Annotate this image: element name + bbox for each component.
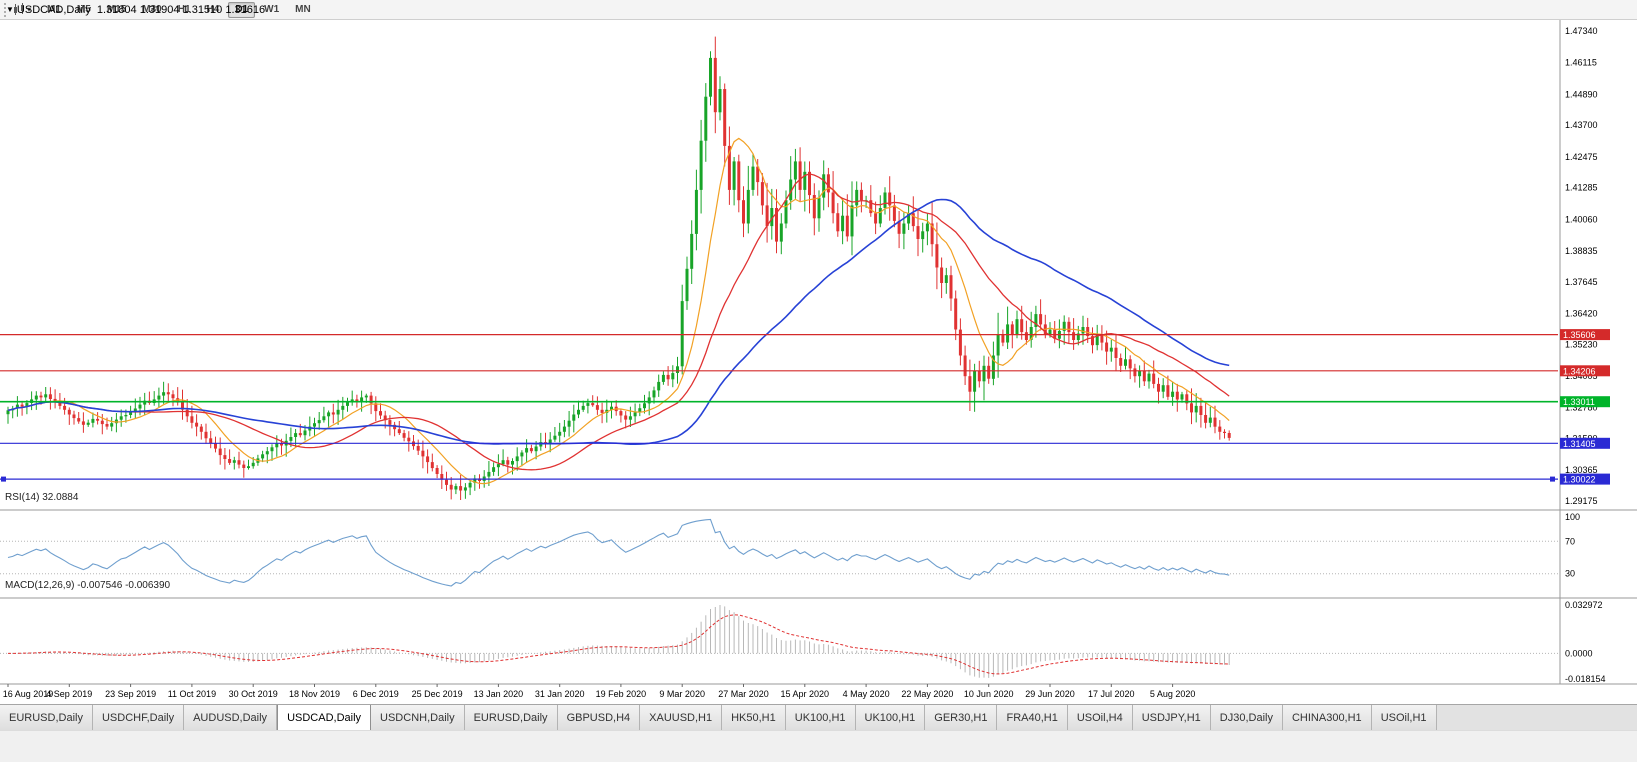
date-axis-label: 9 Mar 2020	[659, 689, 705, 699]
chart-tab-usdcnh-daily-4[interactable]: USDCNH,Daily	[371, 705, 465, 730]
date-axis-label: 27 Mar 2020	[718, 689, 769, 699]
macd-signal-line	[8, 614, 1230, 675]
rsi-axis-label: 100	[1565, 512, 1580, 522]
chart-tab-eurusd-daily-5[interactable]: EURUSD,Daily	[464, 705, 558, 730]
chart-window-button[interactable]: ▾	[13, 3, 31, 16]
price-tag-1.35606: 1.35606	[1560, 329, 1610, 341]
date-axis-label: 11 Oct 2019	[168, 689, 216, 699]
chevron-down-icon: ▾	[27, 5, 32, 14]
date-axis-label: 30 Oct 2019	[229, 689, 278, 699]
timeframe-button-m15[interactable]: M15	[106, 3, 127, 15]
svg-text:1.30022: 1.30022	[1563, 475, 1596, 485]
date-axis-label: 6 Dec 2019	[353, 689, 399, 699]
toolbar-grip[interactable]	[4, 2, 9, 17]
chart-canvas[interactable]: 1.47340 1.46115 1.44890 1.43700 1.42475 1.412…	[0, 20, 1637, 704]
timeframe-button-h1[interactable]: H1	[177, 3, 191, 15]
timeframe-button-d1[interactable]: D1	[228, 1, 256, 18]
chart-area[interactable]: 1.47340 1.46115 1.44890 1.43700 1.42475 1.412…	[0, 20, 1637, 704]
date-axis-label: 18 Nov 2019	[289, 689, 340, 699]
price-axis-label: 1.32780	[1565, 403, 1598, 413]
timeframe-button-h4[interactable]: H4	[206, 3, 220, 15]
chart-tab-hk50-h1-8[interactable]: HK50,H1	[722, 705, 786, 730]
macd-axis-label: -0.018154	[1565, 674, 1606, 684]
macd-axis-label: 0.0000	[1565, 648, 1593, 658]
date-axis-label: 17 Jul 2020	[1088, 689, 1135, 699]
price-tag-1.34206: 1.34206	[1560, 365, 1610, 377]
date-axis-label: 25 Dec 2019	[412, 689, 463, 699]
timeframe-button-mn[interactable]: MN	[295, 3, 311, 15]
date-axis-label: 31 Jan 2020	[535, 689, 585, 699]
chart-tab-ger30-h1-11[interactable]: GER30,H1	[925, 705, 998, 730]
status-bar	[0, 730, 1637, 762]
price-axis-label: 1.29175	[1565, 496, 1598, 506]
chart-tab-usdchf-daily-1[interactable]: USDCHF,Daily	[92, 705, 185, 730]
svg-text:1.33011: 1.33011	[1563, 397, 1595, 407]
date-axis-label: 29 Jun 2020	[1025, 689, 1075, 699]
price-axis-label: 1.42475	[1565, 152, 1598, 162]
ma-slow-line	[7, 198, 1230, 446]
candlestick-chart-icon	[14, 3, 24, 15]
ma-mid-line	[7, 173, 1230, 471]
chart-tab-usdjpy-h1-14[interactable]: USDJPY,H1	[1132, 705, 1211, 730]
date-axis-label: 23 Sep 2019	[105, 689, 156, 699]
rsi-axis-label: 30	[1565, 569, 1575, 579]
date-axis-label: 10 Jun 2020	[964, 689, 1014, 699]
candles-layer	[6, 36, 1231, 500]
date-axis-label: 16 Aug 2019	[3, 689, 54, 699]
chart-tab-audusd-daily-2[interactable]: AUDUSD,Daily	[184, 705, 278, 730]
chart-tab-gbpusd-h4-6[interactable]: GBPUSD,H4	[557, 705, 641, 730]
date-axis-label: 4 Sep 2019	[46, 689, 92, 699]
rsi-axis-label: 70	[1565, 536, 1575, 546]
timeframe-buttons: M1 M5 M15 M30 H1 H4 D1 W1 MN	[39, 1, 319, 18]
price-axis-label: 1.41285	[1565, 183, 1598, 193]
chart-tab-eurusd-daily-0[interactable]: EURUSD,Daily	[0, 705, 93, 730]
date-axis-label: 15 Apr 2020	[781, 689, 830, 699]
chart-tab-usdcad-daily-3[interactable]: USDCAD,Daily	[277, 705, 372, 730]
chart-tab-uk100-h1-9[interactable]: UK100,H1	[785, 705, 856, 730]
date-axis-label: 13 Jan 2020	[474, 689, 524, 699]
hline-handle-left[interactable]	[1, 476, 6, 482]
timeframe-button-m30[interactable]: M30	[142, 3, 162, 15]
timeframe-button-w1[interactable]: W1	[264, 3, 280, 15]
price-tag-1.30022: 1.30022	[1560, 473, 1610, 485]
price-axis-label: 1.36420	[1565, 309, 1598, 319]
timeframe-toolbar: ▾ M1 M5 M15 M30 H1 H4 D1 W1 MN	[0, 0, 1637, 20]
price-axis-label: 1.35230	[1565, 339, 1598, 349]
macd-axis-label: 0.032972	[1565, 600, 1603, 610]
date-axis-label: 5 Aug 2020	[1150, 689, 1196, 699]
svg-text:1.34206: 1.34206	[1563, 366, 1596, 376]
date-axis-label: 4 May 2020	[843, 689, 890, 699]
chart-tab-fra40-h1-12[interactable]: FRA40,H1	[997, 705, 1068, 730]
chart-tab-dj30-daily-15[interactable]: DJ30,Daily	[1210, 705, 1283, 730]
chart-tabs-bar: EURUSD,Daily USDCHF,Daily AUDUSD,Daily USDC…	[0, 704, 1637, 730]
chart-tab-china300-h1-16[interactable]: CHINA300,H1	[1282, 705, 1372, 730]
timeframe-button-m5[interactable]: M5	[76, 3, 91, 15]
svg-text:1.31405: 1.31405	[1563, 439, 1596, 449]
timeframe-button-m1[interactable]: M1	[47, 3, 61, 15]
price-axis-label: 1.46115	[1565, 58, 1597, 68]
chart-tab-xauusd-h1-7[interactable]: XAUUSD,H1	[640, 705, 723, 730]
rsi-line	[7, 518, 1230, 587]
chart-tab-uk100-h1-10[interactable]: UK100,H1	[855, 705, 926, 730]
price-axis-label: 1.43700	[1565, 120, 1598, 130]
price-axis-label: 1.37645	[1565, 277, 1598, 287]
price-axis-label: 1.38835	[1565, 246, 1598, 256]
date-axis-label: 19 Feb 2020	[596, 689, 647, 699]
chart-tab-usoil-h4-13[interactable]: USOil,H4	[1067, 705, 1133, 730]
price-axis-label: 1.30365	[1565, 465, 1598, 475]
price-axis-label: 1.40060	[1565, 214, 1598, 224]
ma-fast-line	[7, 137, 1230, 485]
date-axis-label: 22 May 2020	[901, 689, 953, 699]
price-axis-label: 1.44890	[1565, 89, 1598, 99]
price-tag-1.31405: 1.31405	[1560, 437, 1610, 449]
price-tag-1.33011: 1.33011	[1560, 396, 1610, 408]
svg-text:1.35606: 1.35606	[1563, 330, 1596, 340]
price-axis-label: 1.47340	[1565, 26, 1598, 36]
chart-tab-usoil-h1-17[interactable]: USOil,H1	[1371, 705, 1437, 730]
hline-handle-right[interactable]	[1550, 476, 1555, 482]
